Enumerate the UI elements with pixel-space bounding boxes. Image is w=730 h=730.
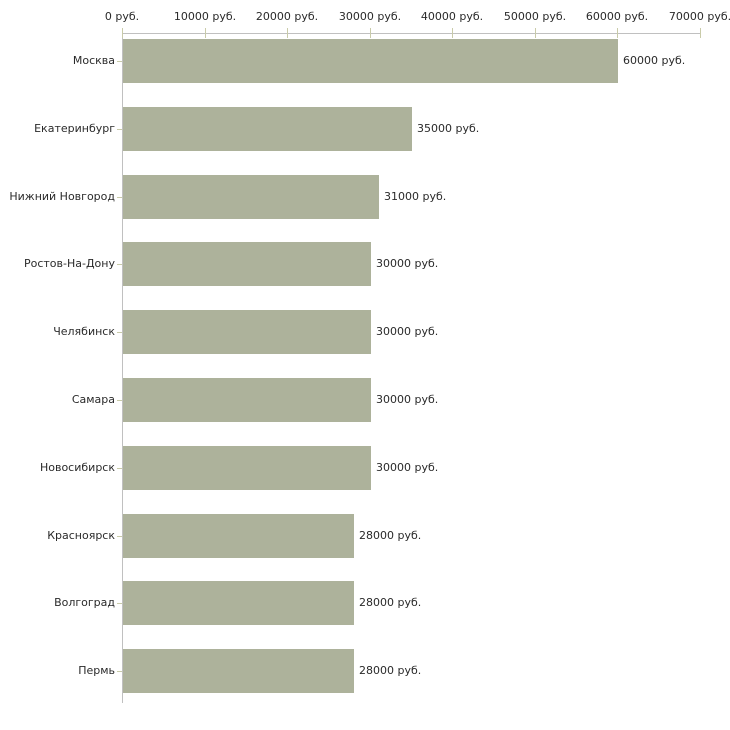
bar (123, 514, 354, 558)
y-tick (117, 197, 122, 198)
x-tick-label: 10000 руб. (173, 10, 237, 23)
category-label: Екатеринбург (34, 122, 115, 135)
x-axis-line (122, 33, 701, 34)
bar (123, 242, 371, 286)
x-tick (287, 28, 288, 38)
x-tick (452, 28, 453, 38)
value-label: 35000 руб. (417, 122, 480, 135)
y-tick (117, 468, 122, 469)
y-tick (117, 264, 122, 265)
bar (123, 581, 354, 625)
value-label: 30000 руб. (376, 393, 439, 406)
value-label: 30000 руб. (376, 325, 439, 338)
y-tick (117, 61, 122, 62)
y-axis-line (122, 33, 123, 703)
x-tick (535, 28, 536, 38)
category-label: Красноярск (47, 529, 115, 542)
x-tick-label: 50000 руб. (503, 10, 567, 23)
category-label: Пермь (78, 664, 115, 677)
category-label: Москва (72, 54, 115, 67)
value-label: 31000 руб. (384, 190, 447, 203)
category-label: Челябинск (53, 325, 115, 338)
x-tick-label: 60000 руб. (585, 10, 649, 23)
y-tick (117, 400, 122, 401)
value-label: 30000 руб. (376, 257, 439, 270)
bar (123, 378, 371, 422)
x-tick (700, 28, 701, 38)
category-label: Волгоград (54, 596, 115, 609)
category-label: Самара (71, 393, 115, 406)
x-tick-label: 30000 руб. (338, 10, 402, 23)
x-tick (122, 28, 123, 38)
value-label: 28000 руб. (359, 664, 422, 677)
bar (123, 175, 379, 219)
value-label: 28000 руб. (359, 529, 422, 542)
bar (123, 39, 618, 83)
y-tick (117, 536, 122, 537)
category-label: Ростов-На-Дону (23, 257, 115, 270)
x-tick (617, 28, 618, 38)
category-label: Новосибирск (39, 461, 115, 474)
bar (123, 446, 371, 490)
y-tick (117, 671, 122, 672)
value-label: 60000 руб. (623, 54, 686, 67)
x-tick-label: 40000 руб. (420, 10, 484, 23)
x-tick-label: 20000 руб. (255, 10, 319, 23)
x-tick-label: 70000 руб. (668, 10, 730, 23)
x-tick-label: 0 руб. (104, 10, 140, 23)
y-tick (117, 332, 122, 333)
y-tick (117, 603, 122, 604)
y-tick (117, 129, 122, 130)
value-label: 30000 руб. (376, 461, 439, 474)
x-tick (205, 28, 206, 38)
x-tick (370, 28, 371, 38)
category-label: Нижний Новгород (9, 190, 115, 203)
bar (123, 310, 371, 354)
value-label: 28000 руб. (359, 596, 422, 609)
bar (123, 649, 354, 693)
bar (123, 107, 412, 151)
